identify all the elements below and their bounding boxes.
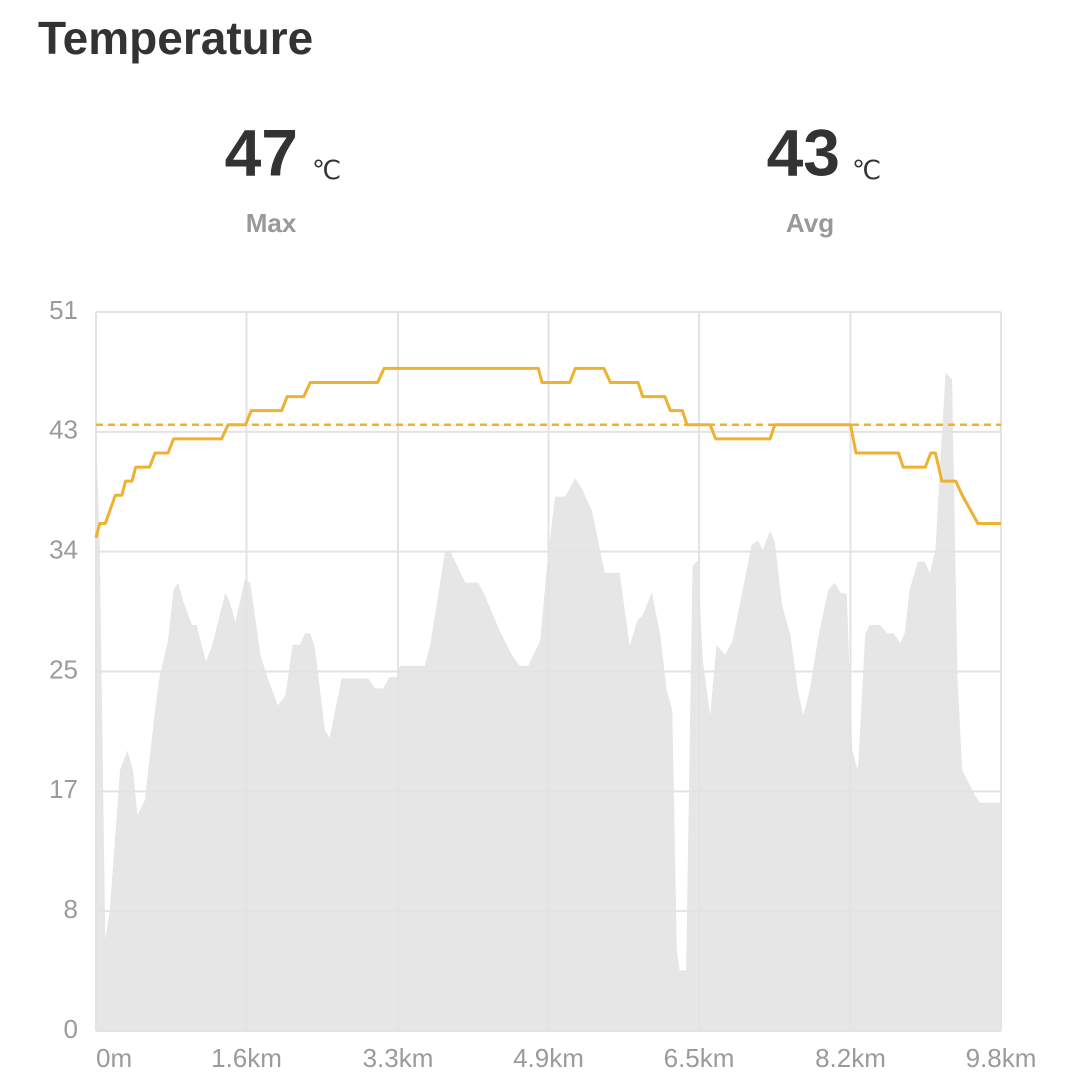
x-tick-label: 9.8km <box>966 1043 1037 1073</box>
page-title: Temperature <box>38 12 313 64</box>
stat-unit: ℃ <box>852 155 881 185</box>
stat-label: Avg <box>786 208 834 238</box>
stat-value: 43 <box>767 115 840 189</box>
x-tick-label: 3.3km <box>363 1043 434 1073</box>
stat-unit: ℃ <box>312 155 341 185</box>
x-tick-label: 6.5km <box>664 1043 735 1073</box>
y-tick-label: 34 <box>49 535 78 565</box>
x-tick-label: 1.6km <box>211 1043 282 1073</box>
x-tick-label: 4.9km <box>513 1043 584 1073</box>
line <box>94 366 1001 538</box>
y-tick-label: 51 <box>49 295 78 325</box>
y-tick-label: 0 <box>64 1014 78 1044</box>
x-tick-label: 0m <box>96 1043 132 1073</box>
y-tick-label: 25 <box>49 654 78 684</box>
y-tick-label: 43 <box>49 415 78 445</box>
y-tick-label: 8 <box>64 894 78 924</box>
stat-value: 47 <box>225 115 298 189</box>
y-tick-label: 17 <box>49 774 78 804</box>
x-tick-label: 8.2km <box>815 1043 886 1073</box>
stat-label: Max <box>246 208 297 238</box>
